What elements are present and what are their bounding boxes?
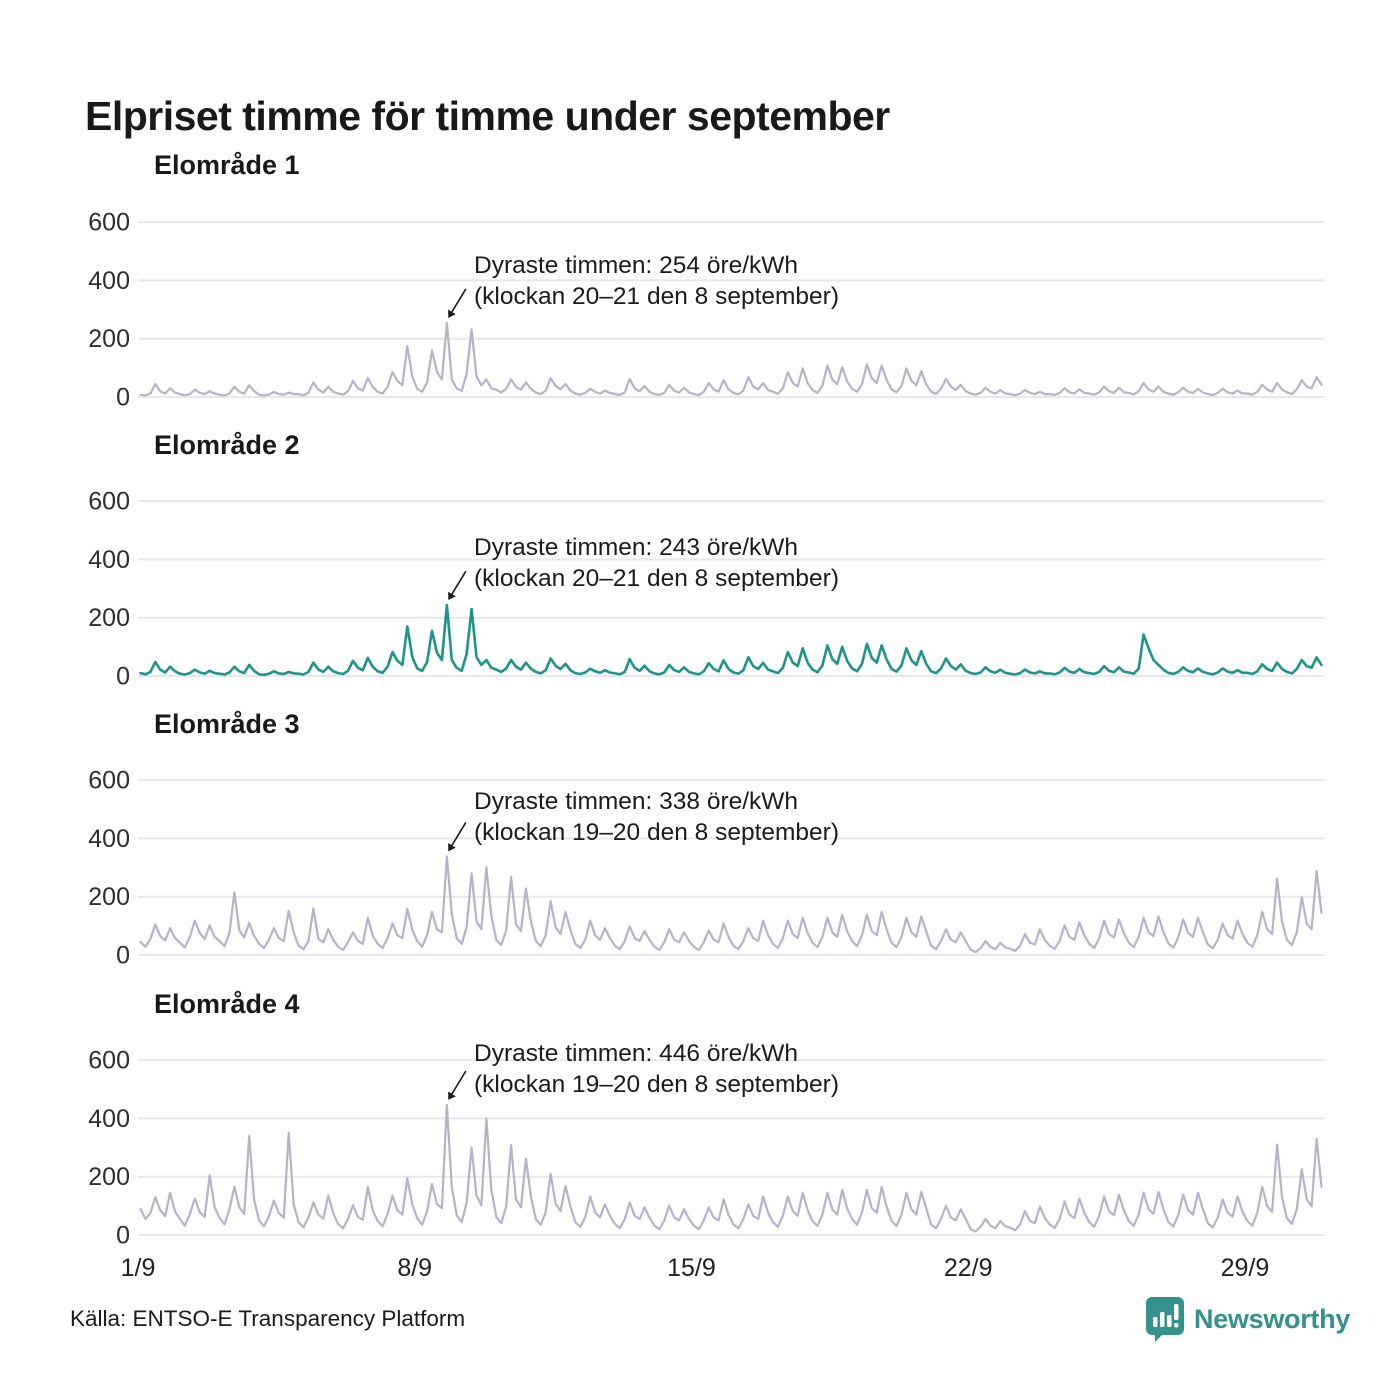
x-tick-15-9: 15/9 — [667, 1254, 716, 1282]
y-tick-label: 600 — [88, 209, 130, 237]
panel-title-elomrade-4: Elområde 4 — [154, 989, 300, 1019]
panel-title-elomrade-3: Elområde 3 — [154, 709, 300, 739]
y-tick-label: 0 — [116, 663, 130, 691]
annotation-line2: (klockan 20–21 den 8 september) — [474, 565, 839, 592]
annotation-line2: (klockan 20–21 den 8 september) — [474, 283, 839, 310]
y-tick-label: 600 — [88, 1047, 130, 1075]
annotation-line1: Dyraste timmen: 254 öre/kWh — [474, 252, 799, 279]
annotation-line2: (klockan 19–20 den 8 september) — [474, 1071, 839, 1098]
x-tick-1-9: 1/9 — [120, 1254, 156, 1282]
annotation-panel-2: Dyraste timmen: 243 öre/kWh (klockan 20–… — [474, 532, 839, 594]
y-tick-label: 600 — [88, 488, 130, 516]
y-tick-label: 400 — [88, 546, 130, 574]
newsworthy-logo: Newsworthy — [1145, 1296, 1350, 1342]
y-tick-label: 200 — [88, 883, 130, 911]
y-tick-label: 0 — [116, 1222, 130, 1250]
x-tick-22-9: 22/9 — [943, 1254, 993, 1282]
y-tick-label: 600 — [88, 767, 130, 795]
annotation-line1: Dyraste timmen: 446 öre/kWh — [474, 1040, 799, 1067]
annotation-line1: Dyraste timmen: 338 öre/kWh — [474, 788, 799, 815]
y-tick-label: 400 — [88, 267, 130, 295]
page-title: Elpriset timme för timme under september — [85, 93, 890, 140]
newsworthy-wordmark: Newsworthy — [1194, 1303, 1351, 1334]
y-tick-label: 200 — [88, 325, 130, 353]
y-tick-label: 400 — [88, 1105, 130, 1133]
annotation-panel-1: Dyraste timmen: 254 öre/kWh (klockan 20–… — [474, 250, 839, 312]
x-tick-29-9: 29/9 — [1220, 1254, 1270, 1282]
panel-title-elomrade-2: Elområde 2 — [154, 430, 300, 460]
x-axis: 1/9 8/9 15/9 22/9 29/9 — [0, 1254, 1400, 1288]
y-tick-label: 200 — [88, 1163, 130, 1191]
y-tick-label: 0 — [116, 942, 130, 970]
annotation-panel-4: Dyraste timmen: 446 öre/kWh (klockan 19–… — [474, 1038, 839, 1100]
newsworthy-bubble-chart-icon — [1146, 1297, 1184, 1342]
source-note: Källa: ENTSO-E Transparency Platform — [70, 1306, 466, 1331]
annotation-panel-3: Dyraste timmen: 338 öre/kWh (klockan 19–… — [474, 786, 839, 848]
panel-title-elomrade-1: Elområde 1 — [154, 150, 300, 180]
y-tick-label: 0 — [116, 384, 130, 412]
y-tick-label: 200 — [88, 604, 130, 632]
annotation-line2: (klockan 19–20 den 8 september) — [474, 819, 839, 846]
y-tick-label: 400 — [88, 825, 130, 853]
annotation-line1: Dyraste timmen: 243 öre/kWh — [474, 534, 799, 561]
x-tick-8-9: 8/9 — [397, 1254, 433, 1282]
